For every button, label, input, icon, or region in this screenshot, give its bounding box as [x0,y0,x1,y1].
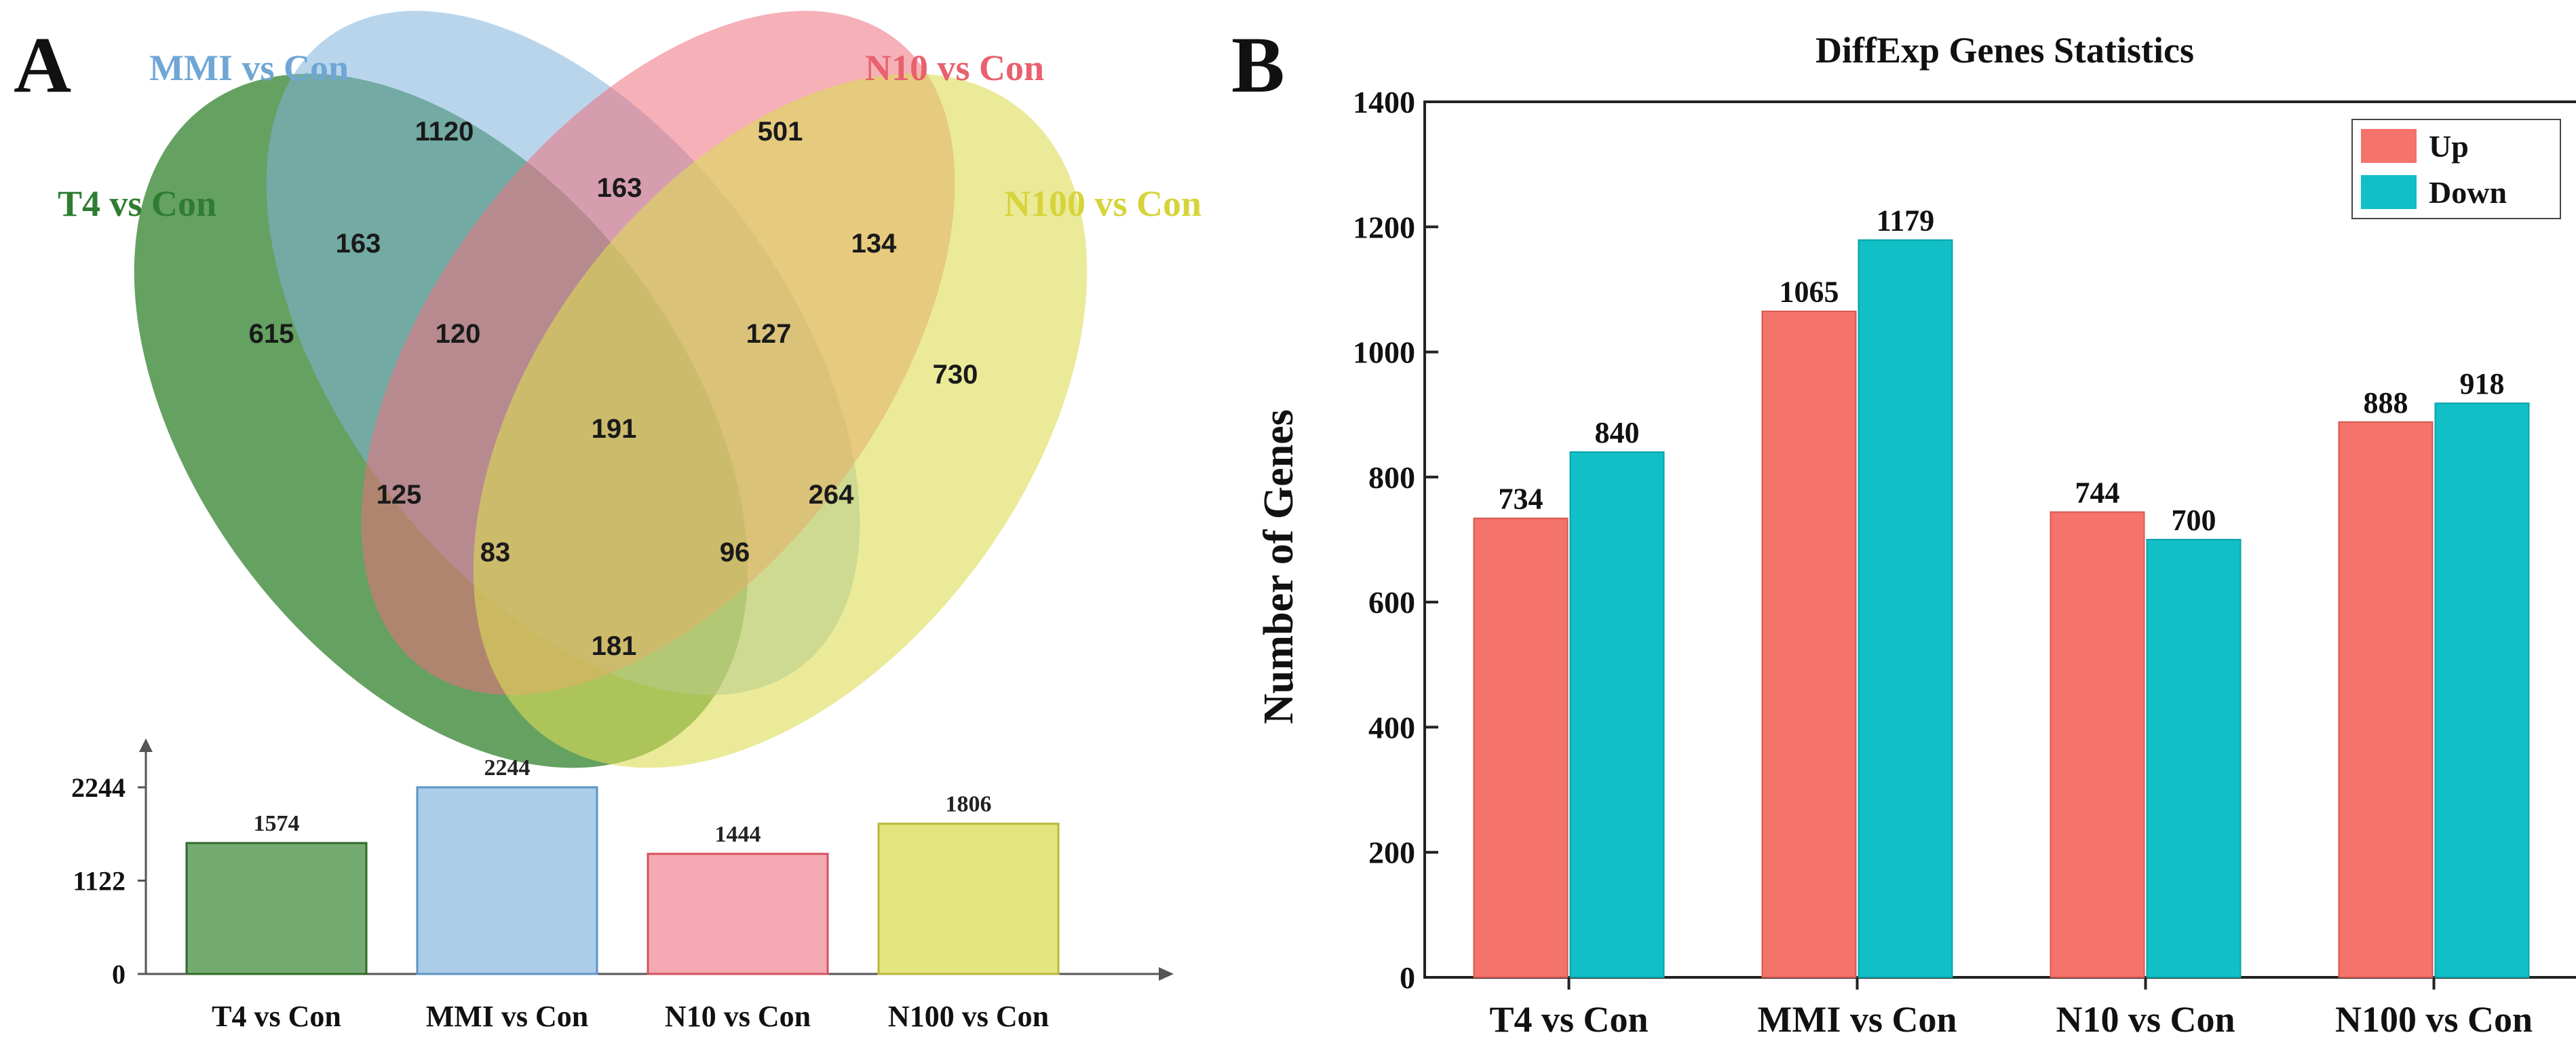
venn-region-n100-only: 730 [933,360,978,390]
bar-up [2338,421,2434,978]
y-tick-label: 1200 [1353,210,1415,244]
bar-up [2050,511,2145,978]
diffexp-bar-chart: 0 200 400 600 800 1000 1200 1400 T4 vs Con MMI v… [1353,85,2576,1040]
a-x-tick-label: N100 vs Con [888,1000,1049,1033]
legend-swatch-up [2361,129,2417,163]
y-tick-label: 800 [1368,460,1415,495]
venn-region-t4-only: 615 [249,319,294,349]
chart-title: DiffExp Genes Statistics [1815,30,2194,71]
a-bar-value-label: 1574 [254,811,300,836]
legend-label-down: Down [2429,175,2507,210]
a-y-tick-label: 0 [112,959,126,990]
a-x-tick-label: T4 vs Con [212,1000,341,1033]
x-tick-label: N100 vs Con [2335,999,2533,1040]
venn-label-t4: T4 vs Con [58,183,216,224]
a-bar [416,786,598,975]
bar-up-value-label: 1065 [1780,276,1839,309]
venn-region-t4-mmi: 163 [336,229,381,259]
bar-down-value-label: 700 [2172,504,2216,537]
a-bar-value-label: 1444 [715,822,761,847]
venn-region-mmi-only: 1120 [415,117,474,147]
a-x-axis-arrow [1159,967,1174,981]
venn-label-n100: N100 vs Con [1004,183,1202,224]
y-tick-label: 600 [1368,585,1415,620]
venn-region-t4-n100: 181 [592,631,637,661]
x-tick-label: MMI vs Con [1758,999,1957,1040]
y-tick-label: 400 [1368,710,1415,745]
legend-label-up: Up [2429,129,2469,164]
bar-down [1569,451,1665,978]
set-size-bar-chart: 0 1122 2244 1574 T4 vs Con 2244 MMI vs Con 144… [71,738,1174,1033]
x-tick-label: N10 vs Con [2056,999,2235,1040]
bar-down [2434,402,2530,978]
bar-up-value-label: 734 [1499,483,1543,516]
a-bar-value-label: 1806 [946,792,992,817]
bar-up [1761,310,1857,978]
venn-region-mmi-n10-n100: 127 [746,319,792,349]
a-bar [647,852,829,975]
a-y-tick-label: 1122 [73,866,126,897]
venn-region-mmi-n10: 163 [597,173,642,203]
a-bar [185,842,368,975]
venn-region-n10-n100: 134 [851,229,897,259]
plot-frame [1423,100,2576,979]
bar-up [1473,517,1569,978]
venn-region-t4-mmi-n100: 96 [720,538,750,567]
venn-region-n100-mmi: 264 [809,480,854,510]
a-x-tick-label: MMI vs Con [426,1000,589,1033]
bar-down-value-label: 918 [2460,367,2505,400]
y-tick-label: 0 [1400,960,1415,995]
a-x-tick-label: N10 vs Con [665,1000,811,1033]
venn-region-n10-only: 501 [758,117,803,147]
bar-down-value-label: 840 [1595,416,1640,449]
a-y-tick-label: 2244 [71,772,126,803]
a-bar [877,823,1060,975]
y-tick-label: 200 [1368,835,1415,870]
legend-swatch-down [2361,175,2417,209]
venn-region-t4-n10: 125 [377,480,422,510]
y-tick-label: 1400 [1353,85,1415,119]
a-bar-value-label: 2244 [484,755,531,781]
venn-label-mmi: MMI vs Con [149,48,349,88]
panel-b-label: B [1231,20,1285,109]
venn-ellipse-n100 [473,73,1088,768]
y-axis-label: Number of Genes [1256,409,1302,724]
venn-diagram [134,11,1088,768]
bar-down-value-label: 1179 [1877,204,1935,238]
bar-up-value-label: 744 [2075,476,2120,509]
bar-down [2146,539,2242,978]
venn-region-all: 191 [592,414,637,444]
venn-region-t4-n10-n100: 83 [480,538,511,567]
bar-down [1858,239,1953,978]
y-tick-label: 1000 [1353,335,1415,370]
bar-up-value-label: 888 [2364,386,2408,419]
venn-label-n10: N10 vs Con [865,48,1044,88]
a-y-axis-arrow [139,738,153,752]
venn-region-t4-mmi-n10: 120 [436,319,481,349]
x-tick-label: T4 vs Con [1489,999,1648,1040]
panel-a-label: A [14,20,71,109]
legend: Up Down [2351,119,2561,219]
